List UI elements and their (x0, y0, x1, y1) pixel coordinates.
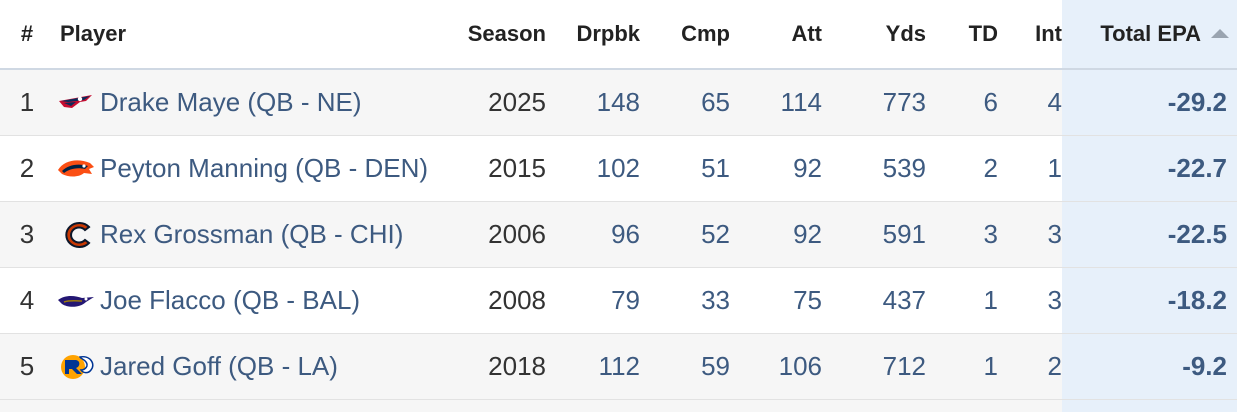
player-link[interactable]: Peyton Manning (QB - DEN) (100, 153, 429, 183)
bears-logo-icon (56, 220, 96, 250)
dropbacks-cell: 96 (546, 201, 640, 268)
rank-cell: 4 (0, 267, 54, 334)
rank-cell: 3 (0, 201, 54, 268)
yards-cell: 773 (822, 69, 926, 136)
rank-cell: 1 (0, 69, 54, 136)
attempts-cell: 92 (730, 201, 822, 268)
total-epa-cell: -22.7 (1062, 135, 1237, 202)
table-row-partial (0, 399, 1237, 412)
player-cell: Rex Grossman (QB - CHI) (54, 201, 450, 268)
interceptions-cell: 3 (998, 201, 1062, 268)
table-row: 4 Joe Flacco (QB - BAL) 2008 79 33 75 (0, 267, 1237, 334)
player-cell: Joe Flacco (QB - BAL) (54, 267, 450, 334)
header-player[interactable]: Player (54, 0, 450, 70)
player-cell: Jared Goff (QB - LA) (54, 333, 450, 400)
interceptions-cell: 3 (998, 267, 1062, 334)
interceptions-cell: 1 (998, 135, 1062, 202)
partial-cell (822, 399, 926, 412)
player-link[interactable]: Jared Goff (QB - LA) (100, 351, 338, 381)
touchdowns-cell: 6 (926, 69, 998, 136)
touchdowns-cell: 1 (926, 333, 998, 400)
interceptions-cell: 4 (998, 69, 1062, 136)
completions-cell: 65 (640, 69, 730, 136)
yards-cell: 712 (822, 333, 926, 400)
header-rank[interactable]: # (0, 0, 54, 70)
player-cell: Drake Maye (QB - NE) (54, 69, 450, 136)
dropbacks-cell: 79 (546, 267, 640, 334)
touchdowns-cell: 3 (926, 201, 998, 268)
season-cell: 2006 (450, 201, 546, 268)
completions-cell: 33 (640, 267, 730, 334)
yards-cell: 591 (822, 201, 926, 268)
attempts-cell: 114 (730, 69, 822, 136)
partial-cell (640, 399, 730, 412)
table-row: 3 Rex Grossman (QB - CHI) 2006 96 52 92 … (0, 201, 1237, 268)
header-total-epa[interactable]: Total EPA (1062, 0, 1237, 70)
season-cell: 2018 (450, 333, 546, 400)
header-interceptions[interactable]: Int (998, 0, 1062, 70)
touchdowns-cell: 1 (926, 267, 998, 334)
dropbacks-cell: 112 (546, 333, 640, 400)
patriots-logo-icon (56, 88, 96, 118)
sort-ascending-icon (1211, 29, 1229, 38)
header-completions[interactable]: Cmp (640, 0, 730, 70)
header-dropbacks[interactable]: Drpbk (546, 0, 640, 70)
partial-cell (1062, 399, 1237, 412)
player-link[interactable]: Drake Maye (QB - NE) (100, 87, 362, 117)
rams-logo-icon (56, 352, 96, 382)
header-row: # Player Season Drpbk Cmp Att Yds TD Int… (0, 0, 1237, 70)
total-epa-cell: -18.2 (1062, 267, 1237, 334)
ravens-logo-icon (56, 286, 96, 316)
total-epa-cell: -22.5 (1062, 201, 1237, 268)
table-row: 2 Peyton Manning (QB - DEN) 2015 102 51 … (0, 135, 1237, 202)
partial-cell (54, 399, 450, 412)
partial-cell (0, 399, 54, 412)
header-touchdowns[interactable]: TD (926, 0, 998, 70)
header-attempts[interactable]: Att (730, 0, 822, 70)
player-link[interactable]: Rex Grossman (QB - CHI) (100, 219, 404, 249)
player-link[interactable]: Joe Flacco (QB - BAL) (100, 285, 361, 315)
partial-cell (926, 399, 998, 412)
completions-cell: 51 (640, 135, 730, 202)
season-cell: 2025 (450, 69, 546, 136)
player-cell: Peyton Manning (QB - DEN) (54, 135, 450, 202)
dropbacks-cell: 148 (546, 69, 640, 136)
total-epa-cell: -29.2 (1062, 69, 1237, 136)
header-season[interactable]: Season (450, 0, 546, 70)
partial-cell (998, 399, 1062, 412)
table-row: 1 Drake Maye (QB - NE) 2025 148 (0, 69, 1237, 136)
rank-cell: 5 (0, 333, 54, 400)
dropbacks-cell: 102 (546, 135, 640, 202)
partial-cell (546, 399, 640, 412)
completions-cell: 59 (640, 333, 730, 400)
header-yards[interactable]: Yds (822, 0, 926, 70)
table-row: 5 Jared Goff (QB - LA) 2018 112 59 106 (0, 333, 1237, 400)
partial-cell (730, 399, 822, 412)
partial-cell (450, 399, 546, 412)
attempts-cell: 75 (730, 267, 822, 334)
season-cell: 2015 (450, 135, 546, 202)
total-epa-cell: -9.2 (1062, 333, 1237, 400)
yards-cell: 437 (822, 267, 926, 334)
touchdowns-cell: 2 (926, 135, 998, 202)
completions-cell: 52 (640, 201, 730, 268)
season-cell: 2008 (450, 267, 546, 334)
rank-cell: 2 (0, 135, 54, 202)
attempts-cell: 92 (730, 135, 822, 202)
broncos-logo-icon (56, 154, 96, 184)
attempts-cell: 106 (730, 333, 822, 400)
yards-cell: 539 (822, 135, 926, 202)
interceptions-cell: 2 (998, 333, 1062, 400)
